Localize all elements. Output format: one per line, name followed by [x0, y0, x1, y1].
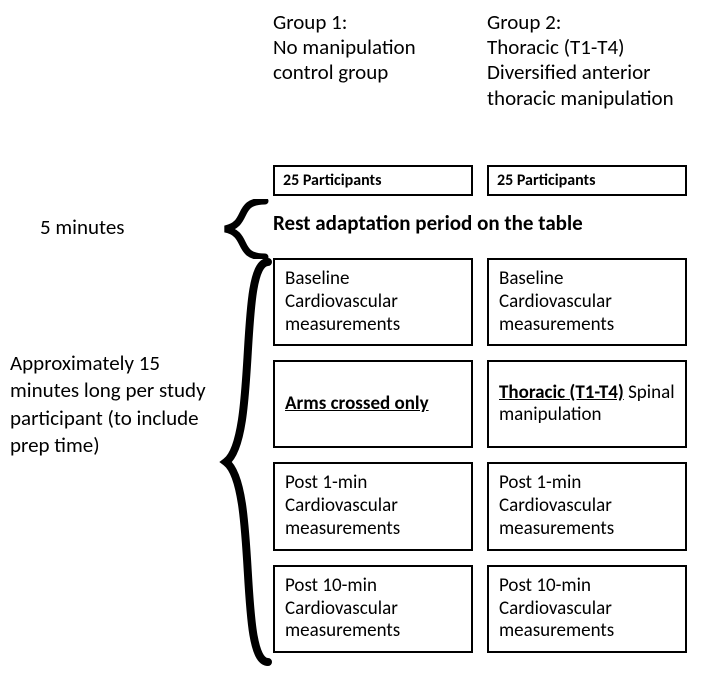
- brace-large-icon: [218, 258, 273, 666]
- participants-row: 25 Participants 25 Participants: [273, 165, 687, 196]
- g2-intervention-cell: Thoracic (T1-T4) Spinal manipulation: [487, 360, 687, 448]
- group1-column: Baseline Cardiovascular measurements Arm…: [273, 258, 473, 653]
- rest-duration-label: 5 minutes: [40, 214, 125, 240]
- group1-title-rest: No manipulation control group: [273, 35, 473, 85]
- g1-post1-cell: Post 1-min Cardiovascular measurements: [273, 462, 473, 550]
- g2-post1-cell: Post 1-min Cardiovascular measurements: [487, 462, 687, 550]
- group1-header: Group 1: No manipulation control group: [273, 10, 473, 111]
- group2-title-rest: Thoracic (T1-T4) Diversified anterior th…: [487, 35, 687, 111]
- g1-post10-cell: Post 10-min Cardiovascular measurements: [273, 565, 473, 653]
- g1-intervention-cell: Arms crossed only: [273, 360, 473, 448]
- study-duration-label: Approximately 15 minutes long per study …: [10, 350, 230, 459]
- flow-columns: Baseline Cardiovascular measurements Arm…: [273, 258, 687, 653]
- group2-column: Baseline Cardiovascular measurements Tho…: [487, 258, 687, 653]
- group2-participants-box: 25 Participants: [487, 165, 687, 196]
- rest-adaptation-banner: Rest adaptation period on the table: [273, 210, 687, 236]
- group-headers-row: Group 1: No manipulation control group G…: [273, 10, 687, 111]
- group2-header: Group 2: Thoracic (T1-T4) Diversified an…: [487, 10, 687, 111]
- g2-intervention-underlined: Thoracic (T1-T4): [499, 381, 624, 404]
- group1-participants-box: 25 Participants: [273, 165, 473, 196]
- group2-title-line1: Group 2:: [487, 10, 687, 35]
- brace-small-icon: [200, 199, 270, 259]
- group1-title-line1: Group 1:: [273, 10, 473, 35]
- g1-baseline-cell: Baseline Cardiovascular measurements: [273, 258, 473, 346]
- g2-baseline-cell: Baseline Cardiovascular measurements: [487, 258, 687, 346]
- g2-post10-cell: Post 10-min Cardiovascular measurements: [487, 565, 687, 653]
